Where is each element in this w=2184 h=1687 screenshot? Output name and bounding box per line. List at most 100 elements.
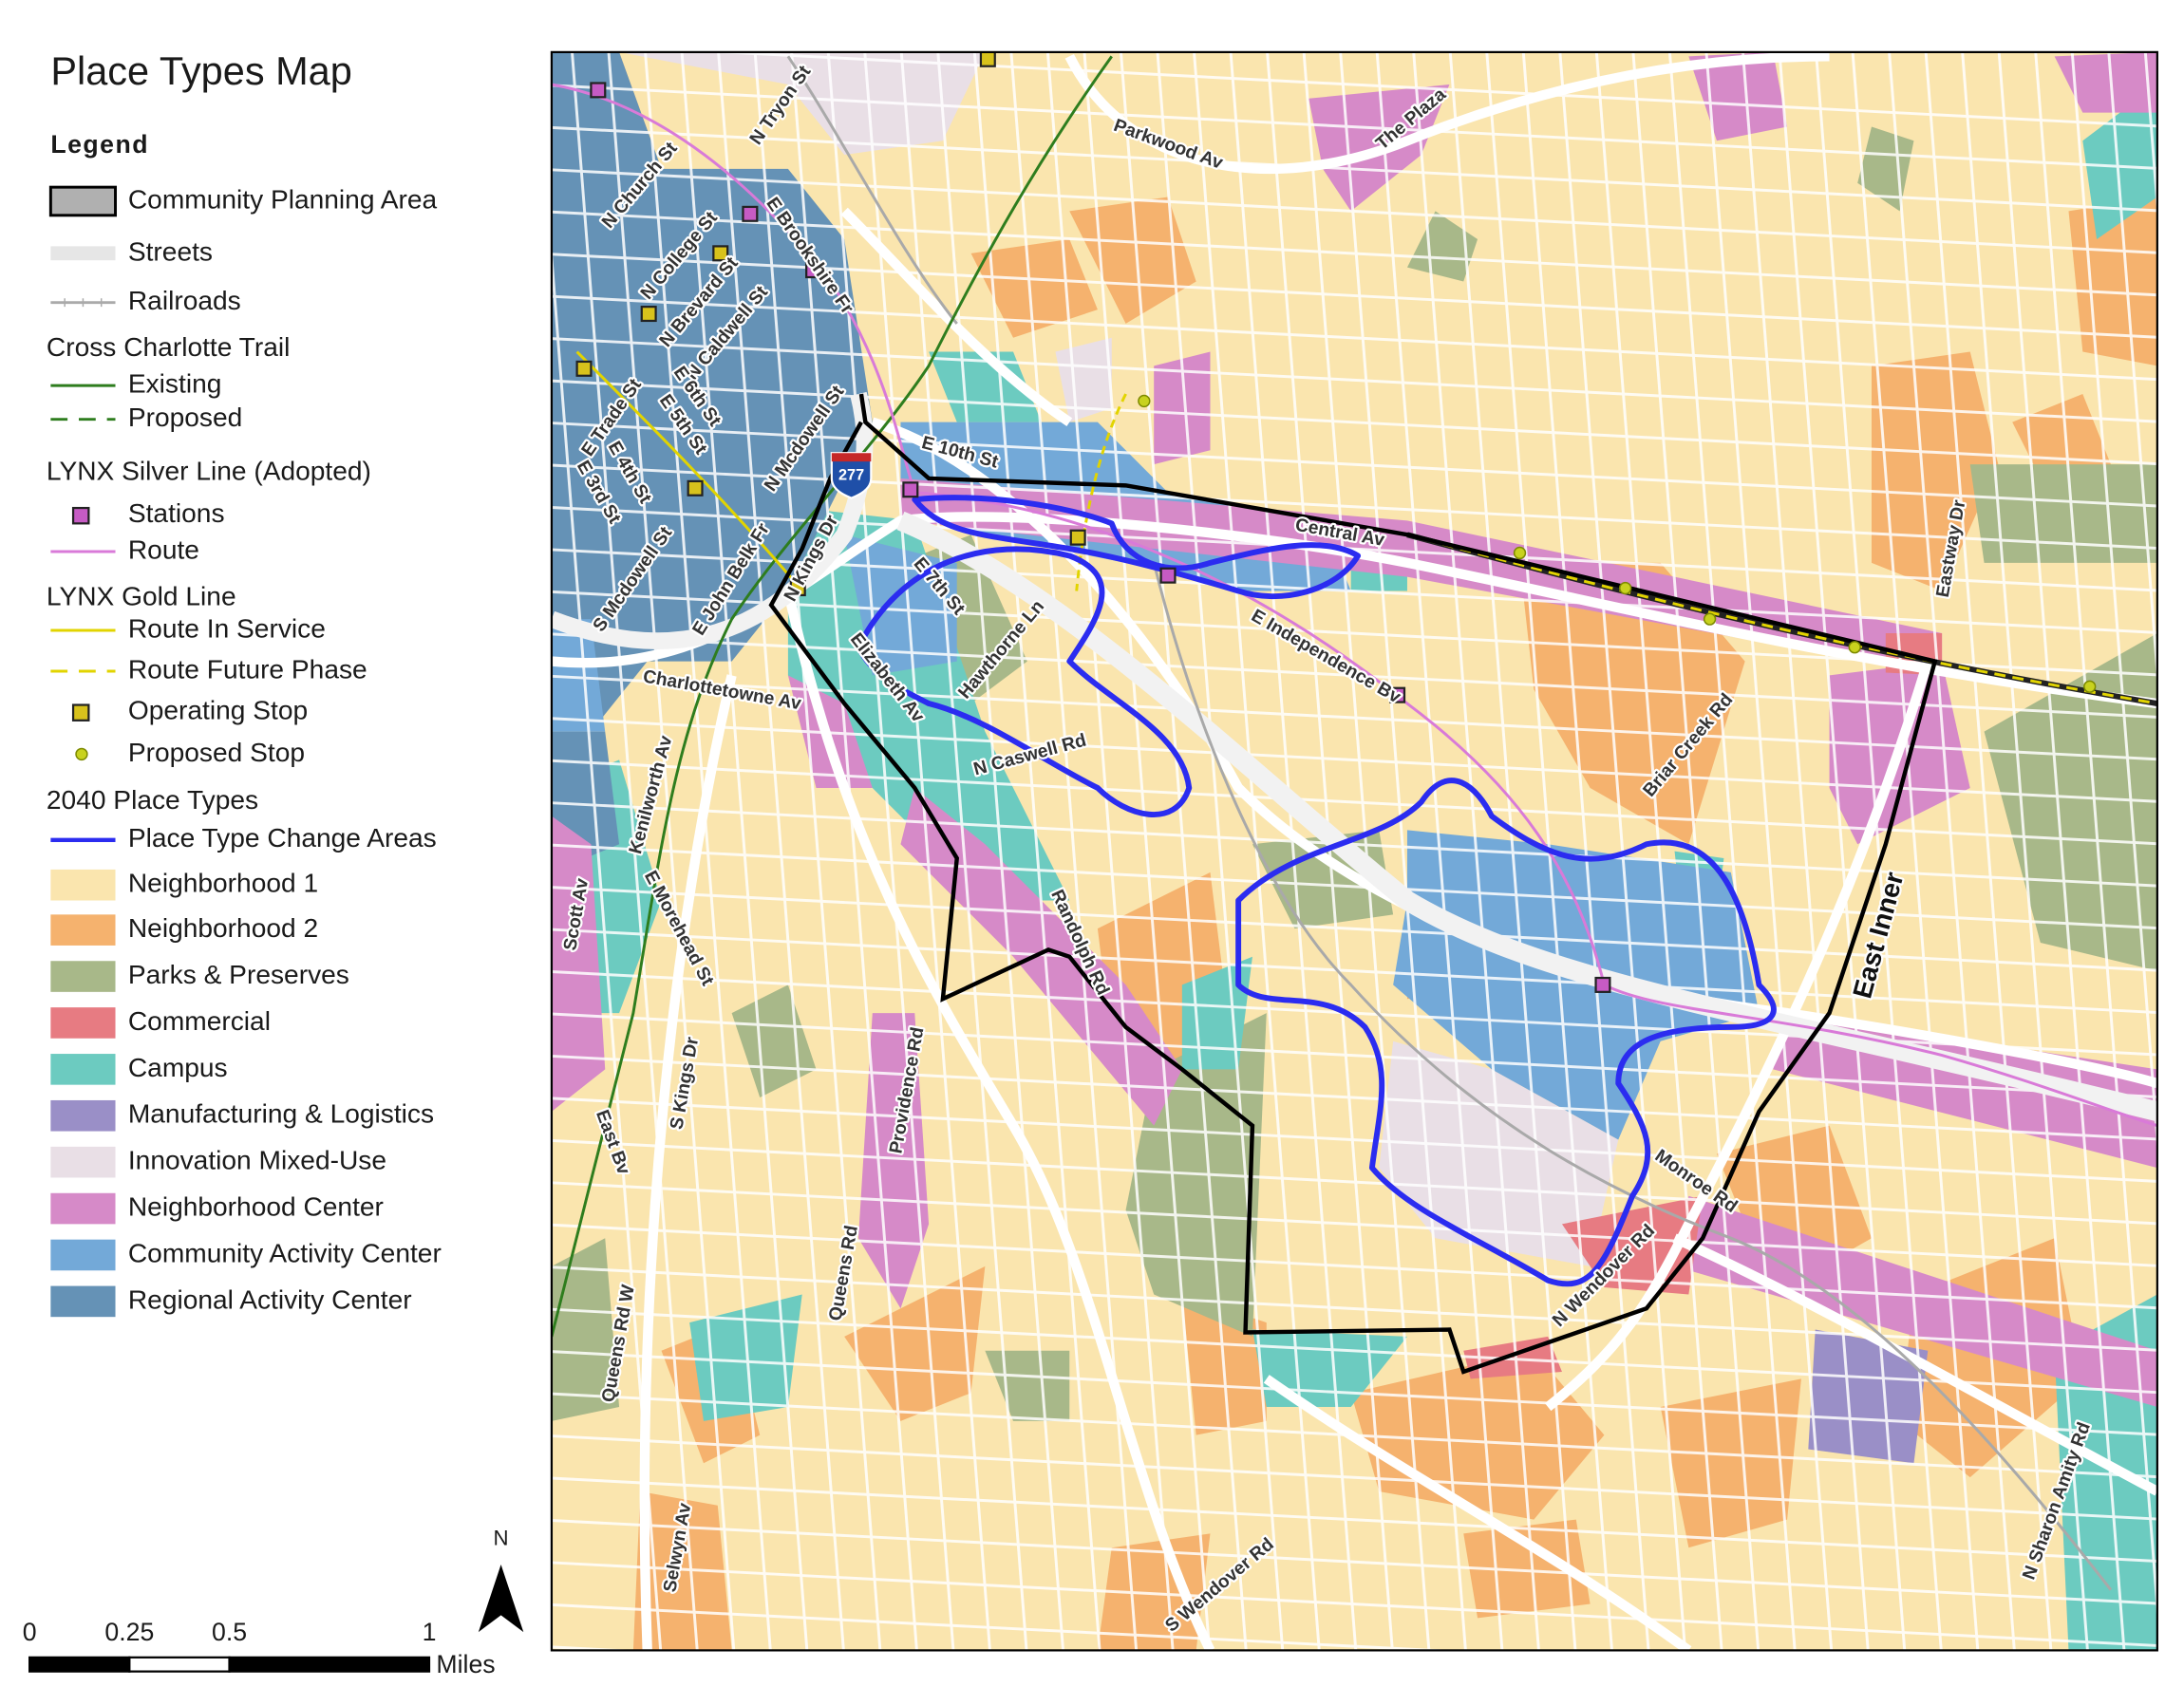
parks-preserves [1406, 211, 1478, 282]
silver-line-route [551, 83, 2157, 1128]
parks-preserves [551, 1238, 620, 1421]
street-line [551, 422, 2157, 508]
legend-label: Community Activity Center [128, 1238, 442, 1267]
street-line [551, 674, 2157, 761]
scale-segment [28, 1656, 131, 1673]
major-road [1263, 1375, 1692, 1651]
proposed-stop [1513, 546, 1527, 560]
legend-label: Railroads [128, 286, 241, 315]
swatch [75, 747, 88, 761]
legend-label: Neighborhood 1 [128, 869, 318, 898]
scale-label: 0.5 [212, 1618, 247, 1646]
proposed-stop [2083, 680, 2097, 693]
street-line [1229, 51, 1358, 1651]
community-planning-area [768, 393, 1938, 1375]
neighborhood-center [2054, 51, 2157, 113]
community-activity-center [551, 619, 606, 732]
street-line [936, 51, 1065, 1651]
silver-station [742, 205, 759, 222]
swatch [50, 1007, 116, 1039]
major-road [1544, 660, 1933, 1412]
street-line [1339, 51, 1467, 1651]
silver-station [902, 481, 919, 498]
proposed-stop [1848, 641, 1861, 654]
legend-label: Parks & Preserves [128, 960, 349, 989]
legend-group-title: Cross Charlotte Trail [47, 332, 290, 362]
swatch [71, 506, 90, 525]
street-line [551, 210, 2157, 297]
street-line [1521, 51, 1650, 1651]
street-line [551, 1097, 2157, 1183]
legend-label: Community Planning Area [128, 184, 438, 214]
street-line [2107, 51, 2157, 690]
street-line [551, 1519, 2157, 1605]
gold-line [1075, 393, 1127, 591]
neighborhood-center [900, 787, 1182, 1126]
scale-label: 0 [23, 1618, 37, 1646]
neighborhood-center [857, 1013, 930, 1309]
gold-stop [1069, 529, 1086, 546]
street-line [1924, 51, 2053, 1651]
silver-station [1389, 686, 1406, 703]
gold-stop [979, 51, 996, 67]
street-line [551, 239, 663, 1651]
railroad [786, 55, 958, 325]
street-line [1778, 51, 1907, 1651]
proposed-stop [1618, 581, 1632, 595]
legend-label: Route [128, 534, 199, 564]
street-line [551, 1012, 2157, 1098]
neighborhood-center [1674, 1195, 2157, 1408]
street-line [644, 51, 772, 1651]
street-line [551, 1265, 2157, 1352]
legend-label: Innovation Mixed-Use [128, 1146, 386, 1175]
gold-stop [640, 306, 657, 323]
street-line [551, 1307, 2157, 1395]
gold-line-future [1406, 533, 2157, 705]
legend-label: Operating Stop [128, 695, 308, 724]
swatch [50, 246, 116, 261]
legend: Community Planning Area Streets Railroads C… [47, 184, 442, 1318]
legend-label: Neighborhood Center [128, 1192, 384, 1222]
interstate-shield [830, 452, 873, 499]
innovation-mixed-use [1055, 337, 1112, 422]
legend-label: Proposed [128, 403, 242, 432]
neighborhood-2 [970, 238, 1098, 338]
street-line [551, 1223, 2157, 1310]
legend-label: Neighborhood 2 [128, 913, 318, 943]
legend-heading: Legend [50, 130, 149, 159]
street-line [1741, 51, 1870, 1651]
swatch [71, 703, 90, 722]
gold-stop [789, 580, 806, 597]
silver-station [805, 262, 822, 279]
street-line [551, 886, 2157, 972]
street-line [1851, 51, 1980, 1651]
street-line [551, 548, 2157, 634]
street-line [972, 51, 1101, 1651]
change-area [856, 546, 1193, 817]
major-road [639, 674, 737, 1651]
street-line [1119, 51, 1248, 1651]
local-streets [551, 51, 2157, 1651]
legend-label: Route In Service [128, 613, 326, 643]
street-line [551, 1645, 644, 1651]
swatch [50, 1239, 116, 1271]
gold-line [575, 350, 803, 592]
north-arrow [478, 1565, 524, 1633]
street-line [551, 632, 2157, 719]
scale-segment [228, 1656, 431, 1673]
silver-station [1594, 976, 1611, 993]
north-label: N [494, 1526, 509, 1549]
street-line [551, 759, 2157, 846]
silver-station [1159, 567, 1177, 584]
swatch [50, 961, 116, 992]
scale-label: 1 [423, 1618, 437, 1646]
legend-label: Streets [128, 236, 213, 266]
major-road [1672, 1233, 2157, 1496]
map [551, 51, 2157, 1651]
street-line [1375, 51, 1504, 1651]
legend-label: Route Future Phase [128, 654, 367, 684]
trail-existing [551, 55, 1113, 1338]
silver-station [590, 82, 607, 99]
campus [689, 1294, 802, 1421]
street-line [1045, 51, 1175, 1651]
